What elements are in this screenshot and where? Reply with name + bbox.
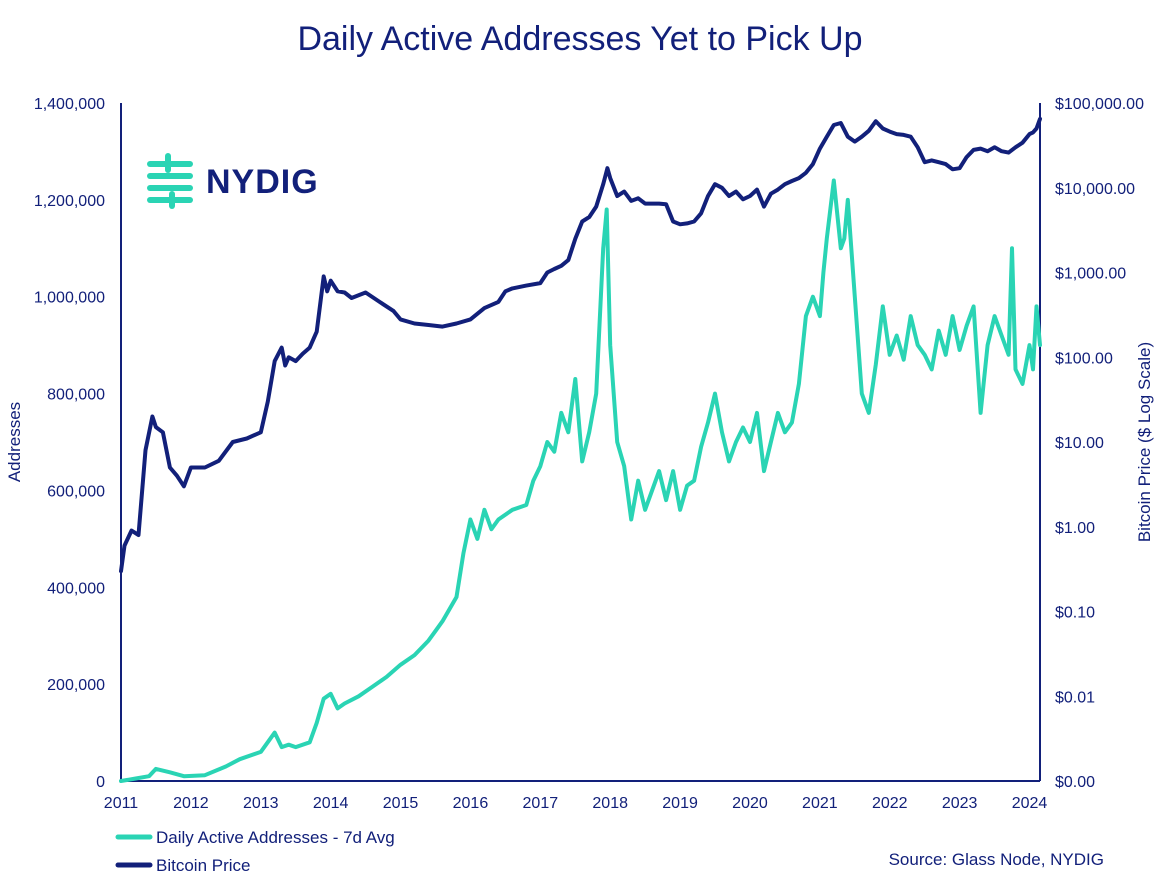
right-tick-label-8: $100,000.00 [1055, 96, 1144, 113]
x-tick-label-2017: 2017 [523, 795, 559, 812]
x-tick-label-2015: 2015 [383, 795, 419, 812]
left-tick-label-3: 600,000 [47, 483, 105, 500]
x-tick-label-2016: 2016 [453, 795, 489, 812]
right-tick-label-2: $0.10 [1055, 605, 1095, 622]
x-tick-label-2018: 2018 [592, 795, 628, 812]
left-tick-label-5: 1,000,000 [34, 290, 105, 307]
x-tick-label-2023: 2023 [942, 795, 978, 812]
right-tick-label-3: $1.00 [1055, 520, 1095, 537]
series-line-bitcoin-price [119, 116, 1042, 574]
chart-title: Daily Active Addresses Yet to Pick Up [297, 20, 862, 58]
x-tick-label-2022: 2022 [872, 795, 908, 812]
legend-label-addresses: Daily Active Addresses - 7d Avg [156, 828, 395, 847]
left-tick-label-7: 1,400,000 [34, 96, 105, 113]
legend: Daily Active Addresses - 7d Avg Bitcoin … [115, 828, 395, 875]
left-tick-label-0: 0 [96, 774, 105, 791]
x-tick-label-2020: 2020 [732, 795, 768, 812]
left-axis-label: Addresses [5, 402, 24, 482]
left-tick-label-2: 400,000 [47, 580, 105, 597]
nydig-logo-icon [147, 153, 193, 209]
right-tick-label-6: $1,000.00 [1055, 266, 1126, 283]
nydig-logo-text: NYDIG [206, 163, 319, 201]
left-tick-label-4: 800,000 [47, 387, 105, 404]
source-note: Source: Glass Node, NYDIG [889, 850, 1104, 869]
right-axis-ticks: $0.00 $0.01 $0.10 $1.00 $10.00 $100.00 $1,000.… [1055, 96, 1144, 791]
left-tick-label-6: 1,200,000 [34, 193, 105, 210]
nydig-logo: NYDIG [147, 153, 319, 209]
x-tick-label-2013: 2013 [243, 795, 279, 812]
x-axis-ticks: 2011 2012 2013 2014 2015 2016 2017 2018 2019 2020… [104, 795, 1048, 812]
right-tick-label-0: $0.00 [1055, 774, 1095, 791]
right-tick-label-5: $100.00 [1055, 350, 1113, 367]
series-layer [119, 116, 1042, 783]
left-axis-ticks: 0 200,000 400,000 600,000 800,000 1,000,000 1,… [34, 96, 105, 791]
x-tick-label-2012: 2012 [173, 795, 209, 812]
series-line-daily-active-addresses [119, 178, 1042, 783]
right-axis-label: Bitcoin Price ($ Log Scale) [1135, 342, 1154, 542]
legend-label-price: Bitcoin Price [156, 856, 250, 875]
right-tick-label-7: $10,000.00 [1055, 181, 1135, 198]
x-tick-label-2019: 2019 [662, 795, 698, 812]
right-tick-label-4: $10.00 [1055, 435, 1104, 452]
x-tick-label-2011: 2011 [104, 795, 139, 812]
x-tick-label-2014: 2014 [313, 795, 349, 812]
right-tick-label-1: $0.01 [1055, 689, 1095, 706]
x-tick-label-2024: 2024 [1012, 795, 1048, 812]
left-tick-label-1: 200,000 [47, 677, 105, 694]
x-tick-label-2021: 2021 [802, 795, 838, 812]
